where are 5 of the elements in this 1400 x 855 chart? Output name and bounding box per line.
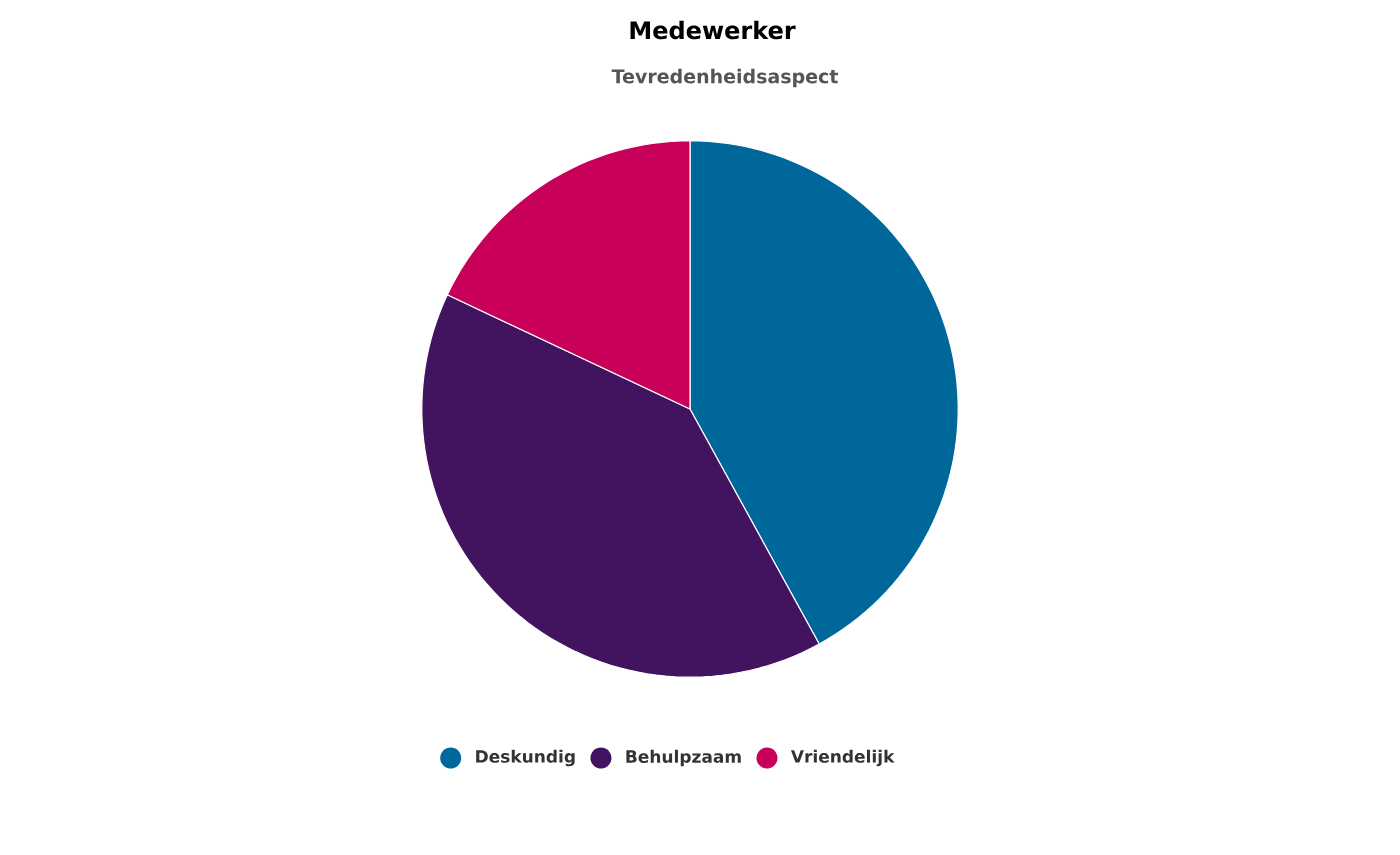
legend-label: Behulpzaam (626, 749, 741, 767)
chart-title: Medewerker (630, 20, 796, 40)
legend-label: Vriendelijk (790, 749, 895, 767)
chart-subtitle: Tevredenheidsaspect (611, 68, 838, 88)
legend-label: Deskundig (476, 749, 575, 767)
